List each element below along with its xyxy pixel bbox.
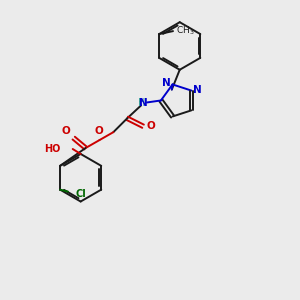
Text: O: O <box>94 126 103 136</box>
Text: N: N <box>193 85 202 94</box>
Text: H: H <box>138 98 145 108</box>
Text: N: N <box>139 98 148 108</box>
Text: N: N <box>162 79 171 88</box>
Text: Cl: Cl <box>76 189 87 199</box>
Text: O: O <box>146 121 155 131</box>
Text: HO: HO <box>44 144 61 154</box>
Text: O: O <box>62 126 71 136</box>
Text: CH$_3$: CH$_3$ <box>176 25 195 38</box>
